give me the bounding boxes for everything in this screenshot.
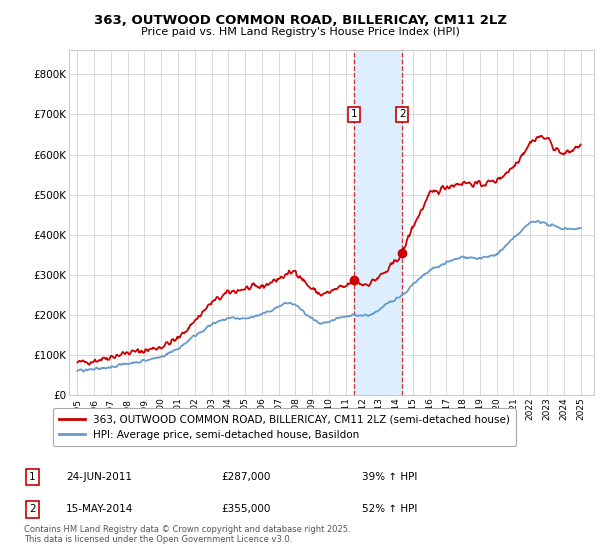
Text: 1: 1 <box>350 109 357 119</box>
Text: 15-MAY-2014: 15-MAY-2014 <box>66 505 134 515</box>
Text: £287,000: £287,000 <box>221 472 271 482</box>
Text: 52% ↑ HPI: 52% ↑ HPI <box>362 505 418 515</box>
Text: 363, OUTWOOD COMMON ROAD, BILLERICAY, CM11 2LZ: 363, OUTWOOD COMMON ROAD, BILLERICAY, CM… <box>94 14 506 27</box>
Legend: 363, OUTWOOD COMMON ROAD, BILLERICAY, CM11 2LZ (semi-detached house), HPI: Avera: 363, OUTWOOD COMMON ROAD, BILLERICAY, CM… <box>53 408 517 446</box>
Text: Price paid vs. HM Land Registry's House Price Index (HPI): Price paid vs. HM Land Registry's House … <box>140 27 460 37</box>
Bar <box>354 50 402 395</box>
Text: 24-JUN-2011: 24-JUN-2011 <box>66 472 133 482</box>
Text: £355,000: £355,000 <box>221 505 271 515</box>
Text: 2: 2 <box>29 505 36 515</box>
Text: Contains HM Land Registry data © Crown copyright and database right 2025.
This d: Contains HM Land Registry data © Crown c… <box>24 525 350 544</box>
Text: 2: 2 <box>399 109 406 119</box>
Text: 39% ↑ HPI: 39% ↑ HPI <box>362 472 418 482</box>
Text: 1: 1 <box>29 472 36 482</box>
